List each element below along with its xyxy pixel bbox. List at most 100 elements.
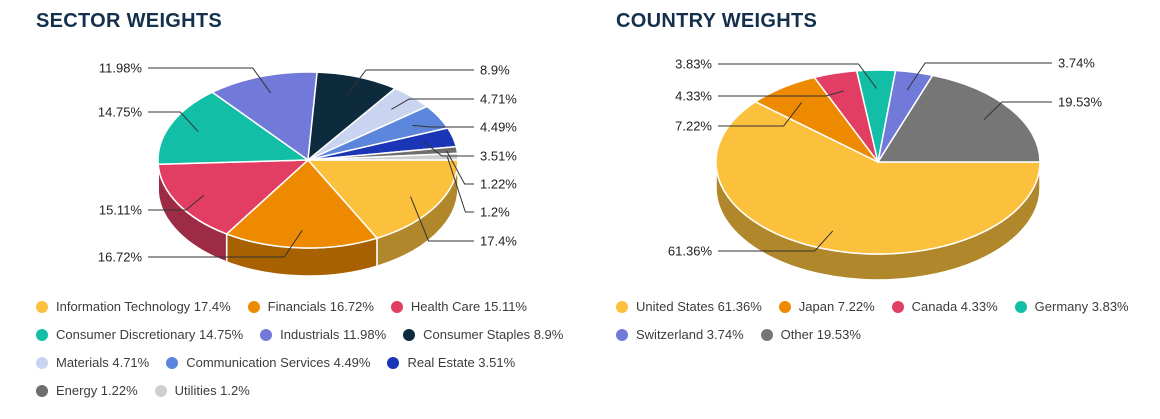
label-leader-line-information-technology bbox=[410, 196, 474, 242]
legend-label: Financials 16.72% bbox=[267, 299, 374, 314]
legend-color-dot bbox=[154, 384, 167, 397]
legend-color-dot bbox=[260, 328, 273, 341]
legend-item-financials: Financials 16.72% bbox=[247, 299, 374, 314]
legend-color-dot bbox=[760, 328, 773, 341]
legend-label: Energy 1.22% bbox=[56, 383, 138, 398]
slice-percent-label-industrials: 11.98% bbox=[99, 61, 143, 76]
legend-item-consumer-discretionary: Consumer Discretionary 14.75% bbox=[36, 327, 243, 342]
slice-percent-label-canada: 4.33% bbox=[675, 89, 712, 104]
slice-percent-label-energy: 1.22% bbox=[480, 177, 517, 192]
legend-label: Consumer Discretionary 14.75% bbox=[56, 327, 244, 342]
legend-item-information-technology: Information Technology 17.4% bbox=[36, 299, 231, 314]
legend-item-energy: Energy 1.22% bbox=[36, 383, 138, 398]
label-leader-line-health-care bbox=[148, 194, 205, 211]
legend-color-dot bbox=[616, 300, 628, 313]
slice-percent-label-consumer-discretionary: 14.75% bbox=[98, 105, 143, 120]
legend-label: Utilities 1.2% bbox=[174, 383, 250, 398]
legend-color-dot bbox=[36, 356, 48, 369]
legend-label: Materials 4.71% bbox=[56, 355, 150, 370]
legend-label: Communication Services 4.49% bbox=[186, 355, 371, 370]
label-leader-line-consumer-discretionary bbox=[148, 111, 199, 132]
legend-label: Germany 3.83% bbox=[1034, 299, 1129, 314]
pie-slice-united-states bbox=[715, 101, 1041, 255]
country-weights-pie: 3.83% 4.33% 7.22% 61.36% 3.74% 19.53% bbox=[668, 56, 1103, 281]
legend-color-dot bbox=[166, 356, 179, 369]
pie-slice-industrials bbox=[211, 71, 318, 161]
legend-label: Japan 7.22% bbox=[798, 299, 875, 314]
legend-row: United States 61.36% Japan 7.22% Canada 4.… bbox=[616, 299, 1156, 314]
label-leader-line-japan bbox=[718, 102, 802, 127]
country-weights-title: COUNTRY WEIGHTS bbox=[616, 10, 818, 32]
legend-color-dot bbox=[891, 300, 904, 313]
legend-label: United States 61.36% bbox=[636, 299, 762, 314]
legend-item-consumer-staples: Consumer Staples 8.9% bbox=[403, 327, 563, 342]
slice-percent-label-health-care: 15.11% bbox=[99, 203, 143, 218]
label-leader-line-germany bbox=[718, 63, 877, 89]
legend-color-dot bbox=[403, 328, 416, 341]
pie-charts-canvas: 11.98% 14.75% 15.11% 16.72% 8.9% 4.71% 4.49% 3.… bbox=[98, 56, 1103, 281]
legend-item-health-care: Health Care 15.11% bbox=[390, 299, 527, 314]
legend-item-real-estate: Real Estate 3.51% bbox=[387, 355, 515, 370]
label-leader-line-financials bbox=[148, 230, 303, 258]
slice-percent-label-financials: 16.72% bbox=[98, 250, 143, 265]
legend-color-dot bbox=[778, 300, 791, 313]
legend-item-switzerland: Switzerland 3.74% bbox=[616, 327, 744, 342]
legend-row: Consumer Discretionary 14.75% Industrials… bbox=[36, 327, 596, 342]
pie-slice-consumer-staples bbox=[307, 71, 396, 161]
slice-percent-label-real-estate: 3.51% bbox=[480, 149, 517, 164]
legend-label: Information Technology 17.4% bbox=[56, 299, 231, 314]
legend-row: Energy 1.22% Utilities 1.2% bbox=[36, 383, 596, 398]
legend-color-dot bbox=[247, 300, 260, 313]
label-leader-line-energy bbox=[446, 150, 474, 185]
slice-percent-label-japan: 7.22% bbox=[675, 119, 712, 134]
legend-item-utilities: Utilities 1.2% bbox=[154, 383, 250, 398]
legend-color-dot bbox=[387, 356, 400, 369]
legend-label: Switzerland 3.74% bbox=[636, 327, 744, 342]
legend-item-industrials: Industrials 11.98% bbox=[260, 327, 386, 342]
legend-label: Industrials 11.98% bbox=[280, 327, 387, 342]
legend-row: Materials 4.71% Communication Services 4.… bbox=[36, 355, 596, 370]
legend-row: Switzerland 3.74% Other 19.53% bbox=[616, 327, 1156, 342]
slice-percent-label-other: 19.53% bbox=[1058, 95, 1103, 110]
country-weights-legend: United States 61.36% Japan 7.22% Canada 4.… bbox=[616, 299, 1156, 355]
legend-label: Real Estate 3.51% bbox=[407, 355, 516, 370]
legend-color-dot bbox=[390, 300, 403, 313]
sector-weights-title: SECTOR WEIGHTS bbox=[36, 10, 223, 32]
legend-item-germany: Germany 3.83% bbox=[1014, 299, 1129, 314]
slice-percent-label-communication-services: 4.49% bbox=[480, 120, 517, 135]
legend-label: Health Care 15.11% bbox=[410, 299, 527, 314]
slice-percent-label-germany: 3.83% bbox=[675, 57, 712, 72]
slice-percent-label-utilities: 1.2% bbox=[480, 205, 510, 220]
label-leader-line-communication-services bbox=[412, 124, 474, 128]
pie-slice-other bbox=[877, 74, 1041, 163]
legend-color-dot bbox=[36, 328, 48, 341]
label-leader-line-consumer-staples bbox=[347, 69, 474, 94]
pie-slice-health-care bbox=[157, 159, 309, 235]
label-leader-line-other bbox=[983, 101, 1052, 120]
legend-item-other: Other 19.53% bbox=[760, 327, 861, 342]
label-leader-line-materials bbox=[391, 98, 474, 110]
legend-label: Canada 4.33% bbox=[911, 299, 998, 314]
legend-item-canada: Canada 4.33% bbox=[891, 299, 998, 314]
sector-weights-legend: Information Technology 17.4% Financials 1… bbox=[36, 299, 596, 411]
legend-item-communication-services: Communication Services 4.49% bbox=[166, 355, 370, 370]
legend-color-dot bbox=[36, 300, 48, 313]
sector-weights-pie: 11.98% 14.75% 15.11% 16.72% 8.9% 4.71% 4.49% 3.… bbox=[98, 61, 517, 277]
label-leader-line-united-states bbox=[718, 230, 834, 252]
legend-item-japan: Japan 7.22% bbox=[778, 299, 875, 314]
legend-label: Other 19.53% bbox=[780, 327, 861, 342]
slice-percent-label-materials: 4.71% bbox=[480, 92, 517, 107]
slice-percent-label-switzerland: 3.74% bbox=[1058, 56, 1095, 71]
pie-slice-financials bbox=[225, 159, 378, 249]
label-leader-line-switzerland bbox=[906, 62, 1052, 91]
legend-item-materials: Materials 4.71% bbox=[36, 355, 149, 370]
slice-percent-label-united-states: 61.36% bbox=[668, 244, 713, 259]
slice-percent-label-consumer-staples: 8.9% bbox=[480, 63, 510, 78]
label-leader-line-utilities bbox=[446, 156, 474, 213]
pie-slice-utilities bbox=[307, 152, 459, 161]
pie-slice-consumer-discretionary bbox=[157, 91, 309, 165]
pie-slice-information-technology bbox=[307, 159, 459, 239]
legend-color-dot bbox=[616, 328, 628, 341]
label-leader-line-real-estate bbox=[423, 141, 474, 157]
slice-percent-label-information-technology: 17.4% bbox=[480, 234, 517, 249]
